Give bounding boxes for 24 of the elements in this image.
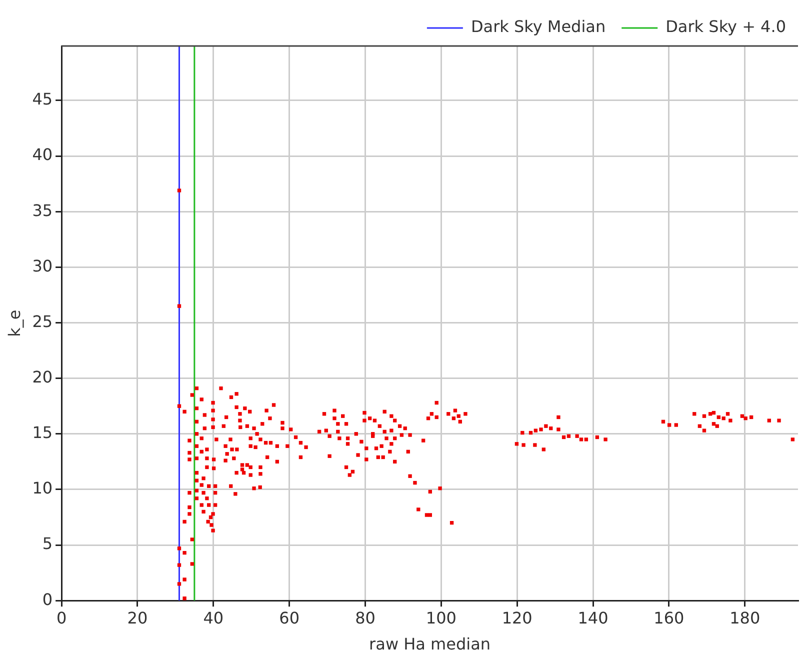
y-tick-label: 10 bbox=[32, 478, 53, 498]
x-tick-label: 0 bbox=[56, 608, 67, 628]
y-tick-label: 20 bbox=[32, 367, 53, 386]
y-tick-label: 35 bbox=[32, 200, 53, 220]
x-axis-title: raw Ha median bbox=[369, 634, 491, 654]
x-tick-label: 160 bbox=[654, 608, 684, 628]
legend-label: Dark Sky Median bbox=[470, 17, 606, 36]
x-tick-label: 20 bbox=[127, 608, 148, 628]
y-tick-label: 0 bbox=[42, 590, 53, 609]
y-tick-label: 15 bbox=[32, 423, 53, 442]
x-tick-label: 180 bbox=[730, 608, 760, 628]
legend-label: Dark Sky + 4.0 bbox=[666, 17, 786, 36]
x-tick-label: 40 bbox=[203, 608, 224, 628]
y-tick-label: 40 bbox=[32, 145, 53, 164]
y-axis-title: k_e bbox=[4, 310, 24, 337]
y-tick-label: 5 bbox=[42, 534, 53, 554]
x-tick-label: 140 bbox=[578, 608, 608, 628]
x-tick-label: 60 bbox=[279, 608, 300, 628]
y-tick-label: 25 bbox=[32, 312, 53, 331]
x-tick-label: 100 bbox=[426, 608, 456, 628]
y-tick-label: 45 bbox=[32, 90, 53, 109]
y-tick-label: 30 bbox=[32, 256, 53, 276]
x-tick-label: 80 bbox=[355, 608, 376, 628]
x-tick-label: 120 bbox=[502, 608, 532, 628]
